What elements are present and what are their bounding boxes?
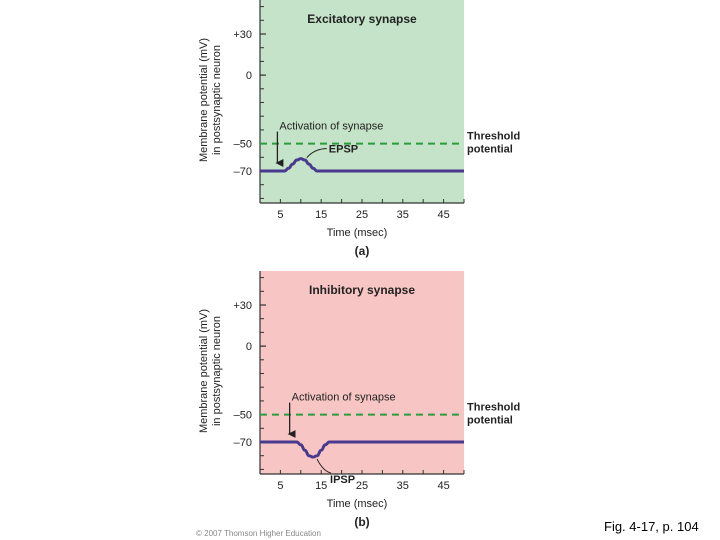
y-tick-label: –70 [234,166,252,178]
copyright-text: © 2007 Thomson Higher Education [196,529,321,538]
y-tick-label: 0 [246,341,252,353]
threshold-label: potential [467,415,513,427]
x-tick-label: 35 [397,209,409,221]
x-tick-label: 25 [356,480,368,492]
threshold-label: Threshold [467,402,520,414]
x-axis-label: Time (msec) [327,227,388,239]
y-tick-label: 0 [246,70,252,82]
plot-background [260,0,464,203]
y-tick-label: –50 [234,139,252,151]
y-tick-label: –50 [234,410,252,422]
panel-label: (a) [355,244,370,258]
y-tick-label: +30 [233,29,252,41]
figure-caption: Fig. 4-17, p. 104 [604,519,699,534]
series-line [259,157,464,173]
annotation-leader [306,148,327,159]
series-annotation: EPSP [329,144,358,156]
x-tick-label: 5 [277,480,283,492]
stimulus-label: Activation of synapse [279,121,383,133]
y-axis-label: in postsynaptic neuron [211,316,223,426]
y-axis-label: Membrane potential (mV) [198,38,210,162]
y-tick-label: +30 [233,300,252,312]
x-tick-label: 45 [437,209,449,221]
y-tick-label: –70 [234,437,252,449]
stimulus-label: Activation of synapse [292,392,396,404]
threshold-label: potential [467,144,513,156]
chart-title: Inhibitory synapse [309,283,415,297]
x-tick-label: 15 [315,480,327,492]
y-axis-label: Membrane potential (mV) [198,309,210,433]
series-annotation: IPSP [330,474,355,486]
series-line [260,440,464,459]
plot-background [260,271,464,474]
threshold-label: Threshold [467,131,520,143]
x-tick-label: 35 [397,480,409,492]
x-tick-label: 15 [315,209,327,221]
x-tick-label: 5 [277,209,283,221]
chart-panel-b: +30 0 –50 –70 5 15 25 35 45 Time (msec) Membrane p… [198,271,520,529]
panel-label: (b) [354,515,369,529]
chart-panel-a: +30 0 –50 –70 5 15 25 35 45 Time (msec) Membrane p… [198,0,520,258]
chart-title: Excitatory synapse [307,12,417,26]
y-axis-label: in postsynaptic neuron [211,45,223,155]
x-axis-label: Time (msec) [327,498,388,510]
x-tick-label: 25 [356,209,368,221]
annotation-leader [316,458,332,474]
x-tick-label: 45 [437,480,449,492]
